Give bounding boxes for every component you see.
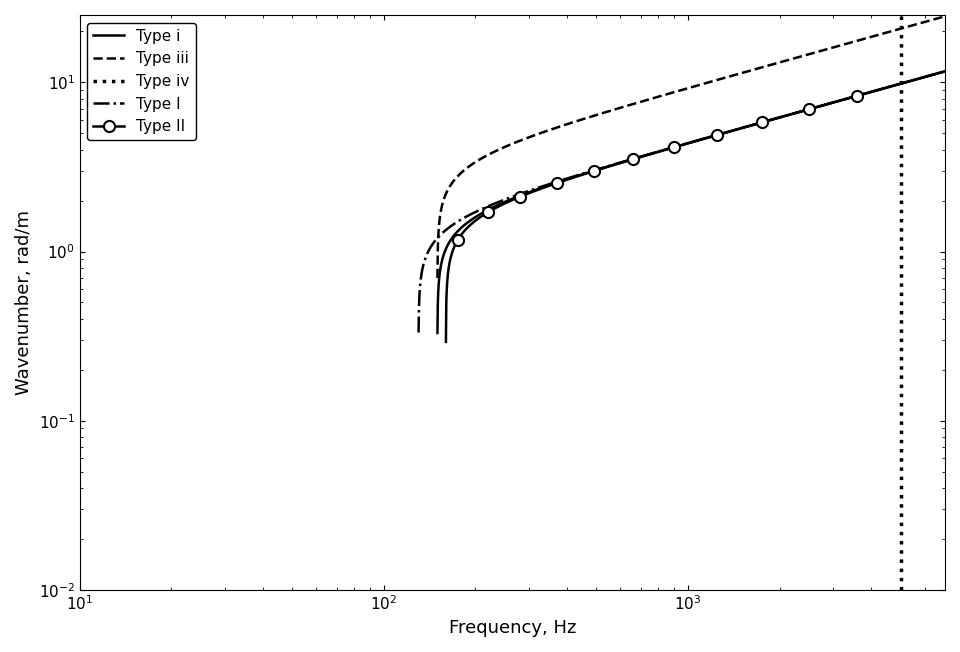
Type i: [638, 152, 650, 160]
Type II: [828, 98, 839, 106]
Type II: [836, 96, 848, 104]
Type iv: [895, 244, 906, 252]
Type iv: [895, 11, 906, 19]
Type I: [746, 121, 757, 129]
Type iv: [895, 25, 906, 33]
Type iii: [505, 140, 516, 148]
Type i: [505, 196, 516, 203]
Y-axis label: Wavenumber, rad/m: Wavenumber, rad/m: [15, 210, 33, 395]
Type I: [743, 122, 755, 130]
Type iii: [939, 12, 950, 20]
Type iv: [895, 115, 906, 123]
Type i: [560, 176, 571, 184]
Line: Type i: Type i: [438, 71, 945, 333]
Type iii: [432, 274, 444, 282]
Line: Type II: Type II: [446, 71, 945, 342]
Type i: [939, 67, 950, 75]
Type iii: [441, 188, 452, 196]
Type iii: [638, 97, 650, 105]
Type II: [939, 67, 950, 75]
Type iv: [895, 586, 906, 594]
Type iii: [798, 52, 809, 59]
Type I: [659, 146, 670, 154]
Type II: [705, 133, 716, 141]
Type I: [861, 89, 873, 97]
Type I: [939, 67, 950, 75]
Type II: [539, 184, 550, 192]
Legend: Type i, Type iii, Type iv, Type I, Type II: Type i, Type iii, Type iv, Type I, Type …: [87, 23, 196, 140]
Type iv: [895, 275, 906, 283]
Type II: [641, 151, 653, 159]
Line: Type I: Type I: [419, 71, 945, 333]
Type iii: [931, 14, 943, 22]
Type i: [441, 243, 452, 251]
Type i: [931, 70, 943, 78]
Type iv: [895, 310, 906, 318]
Type i: [432, 329, 444, 337]
Type I: [936, 68, 948, 76]
Type iv: [895, 313, 906, 321]
Line: Type iii: Type iii: [438, 16, 945, 278]
Type I: [413, 329, 424, 336]
Type i: [798, 107, 809, 115]
Type I: [579, 170, 590, 177]
X-axis label: Frequency, Hz: Frequency, Hz: [448, 619, 576, 637]
Type II: [441, 338, 452, 346]
Type iii: [560, 121, 571, 128]
Type II: [630, 155, 641, 162]
